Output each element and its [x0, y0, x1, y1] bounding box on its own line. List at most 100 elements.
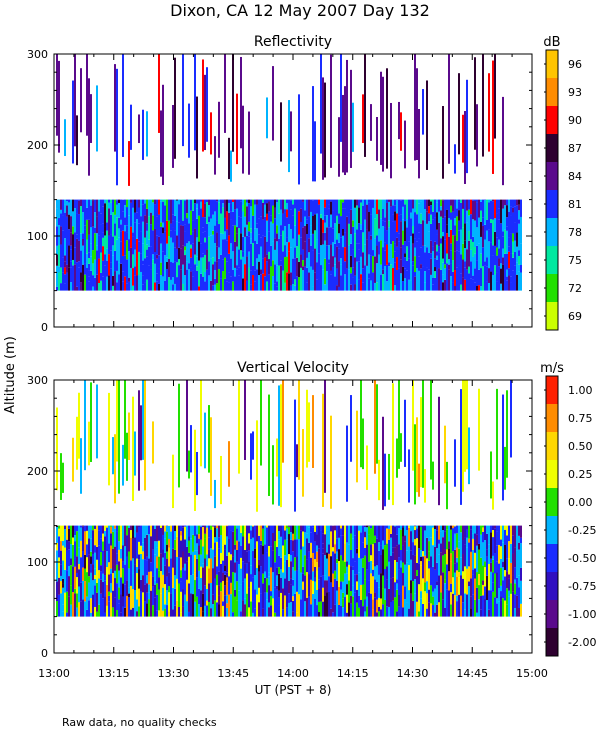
reflectivity-cell — [282, 271, 284, 291]
reflectivity-cell — [492, 61, 494, 174]
velocity-cell — [220, 456, 222, 504]
reflectivity-cell — [412, 200, 414, 209]
velocity-cell — [282, 572, 284, 588]
velocity-cell — [132, 539, 134, 559]
reflectivity-cell — [116, 240, 118, 261]
velocity-cell — [196, 543, 198, 550]
reflectivity-cell — [136, 239, 138, 259]
reflectivity-cell — [222, 207, 224, 233]
velocity-cell — [240, 533, 242, 546]
velocity-cell — [480, 596, 482, 609]
reflectivity-cell — [446, 233, 448, 253]
velocity-cell — [352, 526, 354, 539]
colorbar-label: 90 — [568, 114, 582, 127]
reflectivity-cell — [104, 200, 106, 204]
reflectivity-cell — [310, 246, 312, 267]
reflectivity-cell — [92, 200, 94, 201]
reflectivity-cell — [60, 210, 62, 214]
velocity-cell — [284, 578, 286, 595]
reflectivity-cell — [452, 212, 454, 236]
reflectivity-cell — [322, 220, 324, 233]
reflectivity-cell — [326, 227, 328, 245]
velocity-cell — [104, 531, 106, 536]
velocity-cell — [128, 526, 130, 528]
reflectivity-cell — [142, 275, 144, 284]
reflectivity-cell — [204, 231, 206, 238]
reflectivity-cell — [306, 268, 308, 283]
velocity-cell — [426, 609, 428, 617]
velocity-cell — [430, 556, 432, 567]
velocity-cell — [316, 570, 318, 590]
reflectivity-cell — [118, 203, 120, 218]
reflectivity-cell — [328, 245, 330, 259]
velocity-cell — [320, 577, 322, 602]
reflectivity-cell — [466, 200, 468, 211]
velocity-cell — [350, 566, 352, 591]
x-tick-label: 14:15 — [337, 667, 369, 680]
velocity-cell — [484, 586, 486, 591]
reflectivity-cell — [484, 262, 486, 266]
reflectivity-cell — [144, 282, 146, 291]
reflectivity-cell — [164, 200, 166, 206]
reflectivity-cell — [232, 202, 234, 212]
velocity-cell — [376, 384, 378, 463]
velocity-cell — [432, 597, 434, 605]
reflectivity-cell — [242, 205, 244, 212]
reflectivity-cell — [218, 202, 220, 224]
reflectivity-cell — [270, 216, 272, 222]
reflectivity-cell — [436, 260, 438, 269]
reflectivity-cell — [114, 271, 116, 291]
velocity-cell — [330, 416, 332, 509]
reflectivity-cell — [160, 244, 162, 263]
reflectivity-cell — [478, 285, 480, 290]
reflectivity-cell — [302, 250, 304, 260]
reflectivity-cell — [94, 212, 96, 228]
velocity-cell — [192, 535, 194, 552]
reflectivity-cell — [470, 261, 472, 278]
velocity-cell — [268, 577, 270, 585]
velocity-cell — [286, 560, 288, 587]
reflectivity-cell — [436, 230, 438, 235]
velocity-cell — [332, 526, 334, 547]
velocity-cell — [246, 563, 248, 573]
reflectivity-cell — [236, 227, 238, 233]
colorbar-swatch — [546, 246, 558, 275]
reflectivity-cell — [268, 259, 270, 275]
velocity-cell — [62, 526, 64, 535]
y-tick-label: 100 — [27, 556, 48, 569]
velocity-cell — [498, 564, 500, 588]
velocity-cell — [496, 526, 498, 532]
reflectivity-cell — [330, 55, 332, 168]
reflectivity-cell — [94, 278, 96, 291]
velocity-cell — [140, 405, 142, 460]
reflectivity-cell — [480, 254, 482, 268]
colorbar-swatch — [546, 190, 558, 219]
reflectivity-cell — [284, 209, 286, 213]
velocity-cell — [90, 539, 92, 552]
velocity-cell — [122, 546, 124, 562]
velocity-title: Vertical Velocity — [237, 360, 349, 376]
velocity-cell — [410, 526, 412, 531]
velocity-cell — [100, 594, 102, 617]
reflectivity-cell — [124, 217, 126, 225]
reflectivity-cell — [464, 248, 466, 261]
reflectivity-cell — [410, 236, 412, 262]
reflectivity-cell — [96, 233, 98, 245]
reflectivity-cell — [454, 218, 456, 225]
velocity-cell — [212, 595, 214, 604]
colorbar-swatch — [546, 218, 558, 247]
reflectivity-cell — [398, 200, 400, 216]
reflectivity-cell — [180, 248, 182, 270]
reflectivity-cell — [334, 204, 336, 223]
velocity-cell — [172, 588, 174, 609]
velocity-cell — [384, 600, 386, 617]
velocity-cell — [266, 526, 268, 528]
velocity-cell — [126, 580, 128, 596]
colorbar-label: 69 — [568, 310, 582, 323]
reflectivity-cell — [166, 244, 168, 258]
reflectivity-cell — [126, 240, 128, 259]
reflectivity-cell — [394, 220, 396, 243]
reflectivity-cell — [230, 151, 232, 182]
reflectivity-cell — [152, 202, 154, 215]
colorbar-label: -0.50 — [568, 552, 596, 565]
